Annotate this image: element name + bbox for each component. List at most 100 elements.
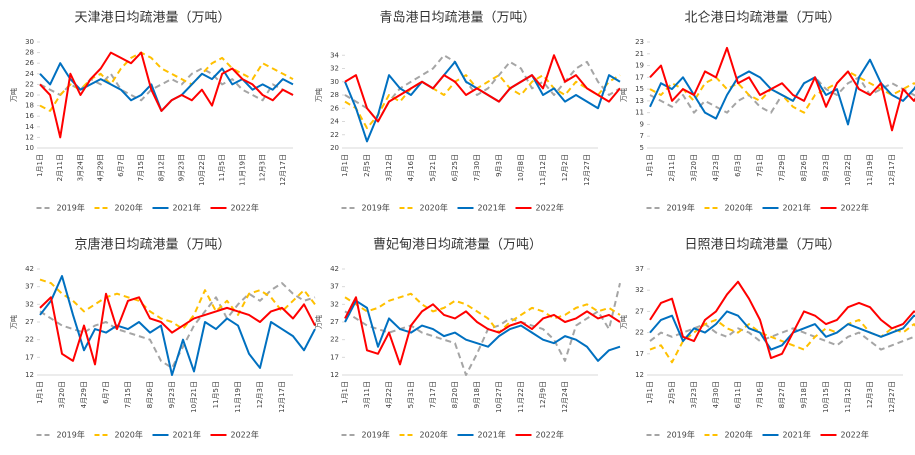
series-line	[344, 74, 621, 130]
series-line	[649, 318, 915, 364]
x-tick-label: 11月12日	[844, 381, 852, 413]
x-tick-label: 3月23日	[690, 381, 698, 408]
y-tick-label: 7	[640, 132, 644, 140]
y-axis-label: 万吨	[314, 88, 323, 102]
x-tick-label: 8月20日	[451, 381, 459, 408]
x-tick-label: 10月15日	[822, 381, 830, 413]
y-tick-label: 22	[25, 80, 34, 88]
y-tick-label: 37	[635, 265, 644, 273]
x-tick-label: 11月22日	[517, 381, 525, 413]
y-tick-label: 17	[25, 353, 34, 361]
series-line	[344, 296, 621, 366]
y-tick-label: 13	[635, 97, 644, 105]
x-tick-label: 7月30日	[473, 154, 481, 181]
x-tick-label: 1月1日	[36, 154, 44, 177]
y-tick-label: 32	[330, 300, 339, 308]
x-tick-label: 4月16日	[407, 154, 415, 181]
x-tick-label: 4月29日	[97, 154, 105, 181]
y-tick-label: 22	[25, 336, 34, 344]
x-tick-label: 3月20日	[690, 154, 698, 181]
x-tick-label: 9月23日	[178, 154, 186, 181]
y-tick-label: 9	[640, 120, 644, 128]
x-tick-label: 2月5日	[668, 381, 676, 404]
x-tick-label: 2月11日	[56, 154, 64, 181]
y-tick-label: 12	[25, 371, 34, 379]
x-tick-label: 6月3日	[734, 154, 742, 177]
legend-label: 2019年	[57, 430, 85, 440]
legend-label: 2021年	[173, 430, 201, 440]
x-tick-label: 1月1日	[36, 381, 44, 404]
y-tick-label: 42	[330, 265, 339, 273]
series-line	[39, 278, 316, 331]
y-tick-label: 20	[25, 91, 34, 99]
y-tick-label: 27	[330, 318, 339, 326]
y-tick-label: 12	[25, 133, 34, 141]
series-line	[649, 58, 915, 126]
series-line	[344, 299, 621, 362]
x-tick-label: 3月11日	[363, 381, 371, 408]
chart-title: 京唐港日均疏港量（万吨）	[74, 237, 230, 253]
x-tick-label: 10月8日	[517, 154, 525, 181]
x-tick-label: 10月22日	[844, 154, 852, 186]
series-line	[649, 280, 915, 360]
series-line	[344, 54, 621, 123]
chart-title: 日照港日均疏港量（万吨）	[684, 238, 840, 253]
legend-label: 2019年	[362, 430, 390, 440]
x-tick-label: 1月1日	[341, 381, 349, 404]
legend-label: 2020年	[115, 203, 143, 213]
x-tick-label: 2月5日	[363, 154, 371, 177]
y-tick-label: 16	[25, 112, 34, 120]
legend-label: 2021年	[783, 430, 811, 440]
chart-title: 青岛港日均疏港量（万吨）	[379, 10, 535, 26]
y-tick-label: 22	[330, 336, 339, 344]
series-line	[39, 51, 294, 112]
series-line	[344, 292, 621, 334]
x-tick-label: 2月11日	[668, 154, 676, 181]
legend-label: 2020年	[420, 430, 448, 440]
y-tick-label: 19	[635, 62, 644, 70]
series-line	[649, 46, 915, 132]
x-tick-label: 12月3日	[866, 381, 874, 408]
y-tick-label: 12	[635, 371, 644, 379]
y-tick-label: 20	[330, 144, 339, 152]
y-tick-label: 22	[330, 131, 339, 139]
y-tick-label: 27	[635, 307, 644, 315]
x-tick-label: 1月1日	[341, 154, 349, 177]
y-tick-label: 15	[635, 85, 644, 93]
legend-label: 2021年	[783, 203, 811, 213]
x-tick-label: 6月7日	[117, 154, 125, 177]
x-tick-label: 7月15日	[137, 154, 145, 181]
x-tick-label: 12月27日	[583, 154, 591, 186]
x-tick-label: 11月5日	[218, 154, 226, 181]
x-tick-label: 8月26日	[146, 381, 154, 408]
y-tick-label: 10	[25, 144, 34, 152]
x-tick-label: 7月15日	[124, 381, 132, 408]
x-tick-label: 12月9日	[539, 381, 547, 408]
legend-label: 2020年	[725, 203, 753, 213]
x-tick-label: 6月11日	[734, 381, 742, 408]
x-tick-label: 9月18日	[473, 381, 481, 408]
x-tick-label: 7月1日	[756, 154, 764, 177]
y-tick-label: 26	[25, 59, 34, 67]
x-tick-label: 5月21日	[429, 154, 437, 181]
x-tick-label: 4月23日	[712, 154, 720, 181]
x-tick-label: 3月12日	[385, 154, 393, 181]
x-tick-label: 12月27日	[888, 381, 896, 413]
x-tick-label: 11月12日	[539, 154, 547, 186]
x-tick-label: 9月23日	[168, 381, 176, 408]
x-tick-label: 8月27日	[778, 381, 786, 408]
x-tick-label: 11月19日	[866, 154, 874, 186]
series-line	[344, 60, 621, 143]
y-tick-label: 12	[330, 371, 339, 379]
x-tick-label: 9月3日	[495, 154, 503, 177]
legend-label: 2019年	[667, 203, 695, 213]
y-tick-label: 17	[635, 73, 644, 81]
y-axis-label: 万吨	[619, 88, 628, 102]
x-tick-label: 5月31日	[407, 381, 415, 408]
x-tick-label: 3月24日	[76, 154, 84, 181]
legend-label: 2022年	[536, 430, 564, 440]
x-tick-label: 12月24日	[561, 381, 569, 413]
y-tick-label: 32	[25, 300, 34, 308]
x-tick-label: 7月17日	[429, 381, 437, 408]
chart-title: 曹妃甸港日均疏港量（万吨）	[373, 238, 542, 253]
